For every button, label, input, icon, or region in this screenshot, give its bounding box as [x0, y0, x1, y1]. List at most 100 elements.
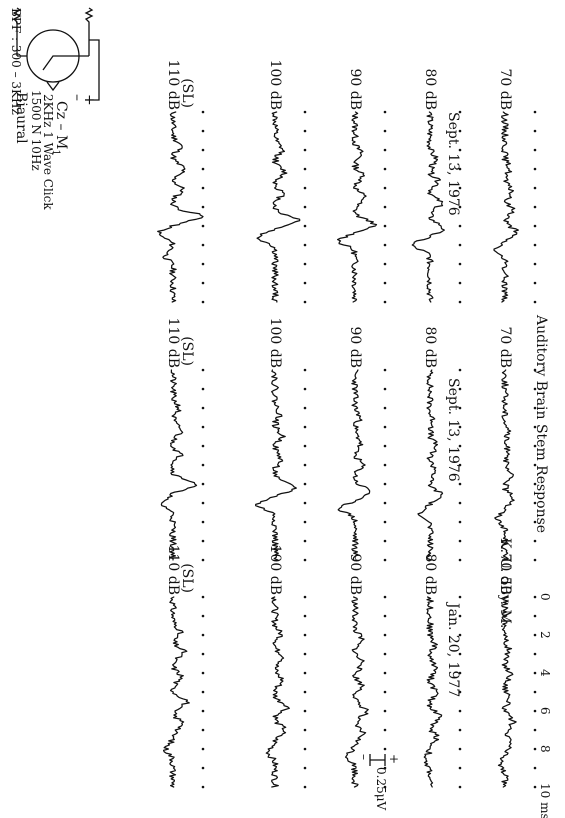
- trace-label-100db: 100 dB: [267, 60, 283, 110]
- filter-text: BPF : 300 – 3KHz: [9, 8, 23, 115]
- time-marker-dot: [458, 387, 462, 391]
- time-marker-dot: [383, 368, 387, 372]
- time-marker-dot: [533, 595, 537, 599]
- time-marker-dot: [458, 520, 462, 524]
- trace-label-110db: 110 dB: [165, 60, 181, 110]
- lead-plus-sign: +: [81, 94, 97, 106]
- trace-sublabel-sl: (SL): [179, 563, 195, 593]
- time-marker-dot: [303, 595, 307, 599]
- trace-label-80db: 80 dB: [422, 553, 438, 595]
- time-marker-dot: [201, 167, 205, 171]
- time-marker-dot: [383, 148, 387, 152]
- time-marker-dot: [303, 387, 307, 391]
- reference-lead-icon: [85, 39, 100, 101]
- trace-label-80db: 80 dB: [422, 68, 438, 110]
- trace-label-70db: 70 dB: [497, 68, 513, 110]
- time-marker-dot: [201, 406, 205, 410]
- time-marker-dot: [303, 785, 307, 789]
- time-marker-dot: [533, 728, 537, 732]
- time-marker-dot: [201, 444, 205, 448]
- time-marker-dot: [458, 652, 462, 656]
- time-marker-dot: [458, 148, 462, 152]
- time-marker-dot: [533, 387, 537, 391]
- time-marker-dot: [458, 690, 462, 694]
- time-marker-dot: [458, 281, 462, 285]
- time-marker-dot: [533, 614, 537, 618]
- time-marker-dot: [533, 368, 537, 372]
- trace-p1-100db: [256, 111, 301, 303]
- x-tick-label: 10 msec: [538, 783, 552, 818]
- trace-p1-70db: [493, 111, 519, 303]
- trace-sublabel-sl: (SL): [179, 78, 195, 108]
- time-marker-dot: [533, 300, 537, 304]
- trace-p3-110db: [162, 596, 190, 788]
- time-marker-dot: [201, 205, 205, 209]
- time-marker-dot: [533, 747, 537, 751]
- trace-p1-90db: [336, 111, 378, 303]
- trace-p2-110db: [160, 369, 198, 561]
- trace-p3-90db: [344, 596, 369, 788]
- time-marker-dot: [201, 728, 205, 732]
- lead-minus-sign: –: [69, 94, 85, 101]
- time-marker-dot: [458, 243, 462, 247]
- derivation-subscript: 1: [50, 149, 61, 155]
- time-marker-dot: [303, 425, 307, 429]
- trace-p3-100db: [265, 596, 290, 788]
- time-marker-dot: [383, 186, 387, 190]
- time-marker-dot: [383, 205, 387, 209]
- time-marker-dot: [458, 482, 462, 486]
- stim-line1: Biaural: [13, 92, 29, 144]
- rotated-canvas: + – BPF : 300 – 3KHz Biaural 1500 N 10Hz…: [9, 7, 552, 818]
- time-marker-dot: [303, 633, 307, 637]
- trace-p2-80db: [417, 369, 444, 561]
- time-marker-dot: [201, 186, 205, 190]
- derivation-main: Cz – M: [53, 101, 69, 149]
- x-tick-label: 2: [538, 631, 552, 639]
- time-marker-dot: [383, 482, 387, 486]
- time-marker-dot: [201, 463, 205, 467]
- derivation-text: Cz – M1: [50, 101, 69, 156]
- time-marker-dot: [383, 520, 387, 524]
- time-marker-dot: [458, 186, 462, 190]
- x-tick-label: 4: [538, 669, 552, 677]
- time-marker-dot: [458, 368, 462, 372]
- time-marker-dot: [201, 747, 205, 751]
- time-marker-dot: [458, 224, 462, 228]
- trace-label-90db: 90 dB: [347, 326, 363, 368]
- trace-label-80db: 80 dB: [422, 326, 438, 368]
- time-marker-dot: [383, 595, 387, 599]
- trace-p1-110db: [157, 111, 204, 303]
- trace-label-100db: 100 dB: [267, 545, 283, 595]
- page-title: Auditory Brain Stem Response: [533, 314, 549, 533]
- time-marker-dot: [458, 444, 462, 448]
- time-marker-dot: [533, 785, 537, 789]
- time-marker-dot: [201, 709, 205, 713]
- time-marker-dot: [458, 425, 462, 429]
- time-marker-dot: [201, 129, 205, 133]
- time-marker-dot: [458, 501, 462, 505]
- time-marker-dot: [533, 539, 537, 543]
- time-marker-dot: [458, 167, 462, 171]
- time-marker-dot: [201, 595, 205, 599]
- stim-line3: 2KHz 1 Wave Click: [41, 94, 55, 210]
- time-marker-dot: [533, 463, 537, 467]
- time-marker-dot: [458, 633, 462, 637]
- time-marker-dot: [201, 614, 205, 618]
- time-marker-dot: [383, 501, 387, 505]
- nose-icon: [46, 81, 60, 92]
- time-marker-dot: [458, 671, 462, 675]
- time-marker-dot: [303, 463, 307, 467]
- time-marker-dot: [303, 539, 307, 543]
- time-marker-dot: [201, 243, 205, 247]
- time-marker-dot: [458, 406, 462, 410]
- time-marker-dot: [383, 633, 387, 637]
- scale-bar-minus: –: [357, 754, 371, 760]
- trace-label-70db: 70 dB: [497, 553, 513, 595]
- time-marker-dot: [458, 595, 462, 599]
- time-marker-dot: [533, 652, 537, 656]
- trace-p2-70db: [494, 369, 515, 561]
- time-marker-dot: [533, 224, 537, 228]
- time-marker-dot: [383, 406, 387, 410]
- patient-info: K. U. 50y. M.: [497, 538, 513, 628]
